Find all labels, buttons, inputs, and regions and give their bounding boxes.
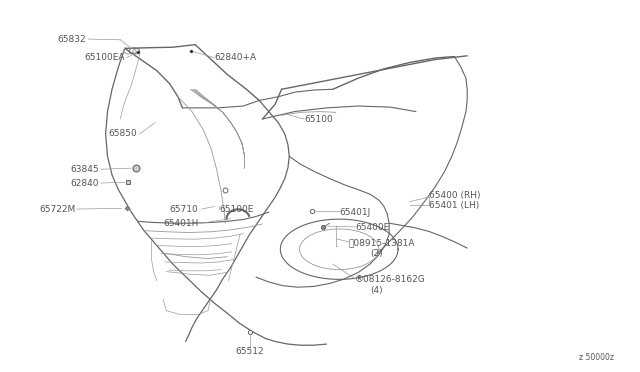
- Text: 65400E: 65400E: [355, 223, 390, 232]
- Text: 65710: 65710: [170, 205, 198, 214]
- Text: 62840: 62840: [70, 179, 99, 187]
- Text: ®08126-8162G: ®08126-8162G: [355, 275, 426, 284]
- Text: 65832: 65832: [58, 35, 86, 44]
- Text: 62840+A: 62840+A: [214, 53, 257, 62]
- Text: 65400 (RH): 65400 (RH): [429, 191, 480, 200]
- Text: 65100E: 65100E: [219, 205, 253, 214]
- Text: 63845: 63845: [70, 165, 99, 174]
- Text: 65100EA: 65100EA: [84, 53, 125, 62]
- Text: 65401 (LH): 65401 (LH): [429, 201, 479, 210]
- Text: z 50000z: z 50000z: [579, 353, 614, 362]
- Text: 65401H: 65401H: [163, 219, 198, 228]
- Text: Ⓥ08915-1381A: Ⓥ08915-1381A: [349, 238, 415, 247]
- Text: (2): (2): [370, 249, 383, 258]
- Text: 65512: 65512: [236, 347, 264, 356]
- Text: 65401J: 65401J: [339, 208, 371, 217]
- Text: (4): (4): [370, 286, 383, 295]
- Text: 65722M: 65722M: [39, 205, 76, 214]
- Text: 65100: 65100: [304, 115, 333, 124]
- Text: 65850: 65850: [109, 129, 138, 138]
